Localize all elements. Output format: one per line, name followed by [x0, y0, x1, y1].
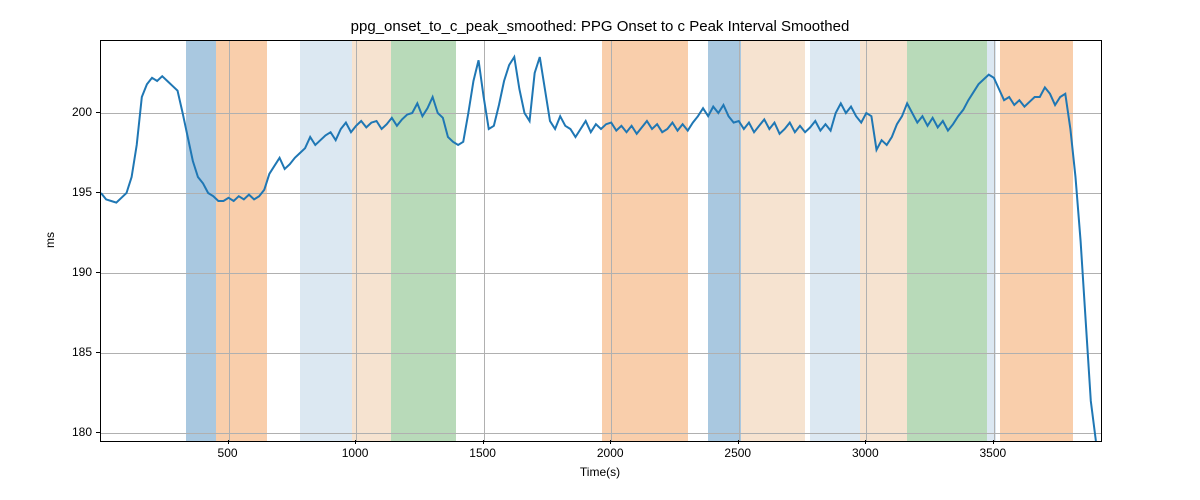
y-tick-label: 190: [12, 265, 92, 279]
x-tick-mark: [993, 440, 994, 444]
x-tick-label: 1000: [342, 446, 369, 460]
x-tick-mark: [610, 440, 611, 444]
data-line: [101, 57, 1096, 441]
x-tick-label: 2000: [597, 446, 624, 460]
line-series-svg: [101, 41, 1101, 441]
x-axis-label: Time(s): [580, 465, 620, 479]
y-tick-label: 185: [12, 345, 92, 359]
y-tick-mark: [96, 432, 100, 433]
x-tick-label: 500: [218, 446, 238, 460]
x-tick-label: 3000: [852, 446, 879, 460]
x-tick-label: 3500: [979, 446, 1006, 460]
x-tick-mark: [483, 440, 484, 444]
y-tick-label: 200: [12, 105, 92, 119]
y-tick-mark: [96, 112, 100, 113]
y-axis-label: ms: [43, 232, 57, 248]
x-tick-mark: [228, 440, 229, 444]
y-tick-label: 195: [12, 185, 92, 199]
x-tick-mark: [355, 440, 356, 444]
x-tick-mark: [738, 440, 739, 444]
chart-title: ppg_onset_to_c_peak_smoothed: PPG Onset …: [0, 18, 1200, 35]
y-tick-mark: [96, 352, 100, 353]
y-tick-mark: [96, 192, 100, 193]
x-tick-label: 1500: [469, 446, 496, 460]
x-tick-label: 2500: [724, 446, 751, 460]
y-tick-mark: [96, 272, 100, 273]
y-tick-label: 180: [12, 425, 92, 439]
x-tick-mark: [865, 440, 866, 444]
plot-area: [100, 40, 1102, 442]
chart-container: ppg_onset_to_c_peak_smoothed: PPG Onset …: [0, 0, 1200, 500]
